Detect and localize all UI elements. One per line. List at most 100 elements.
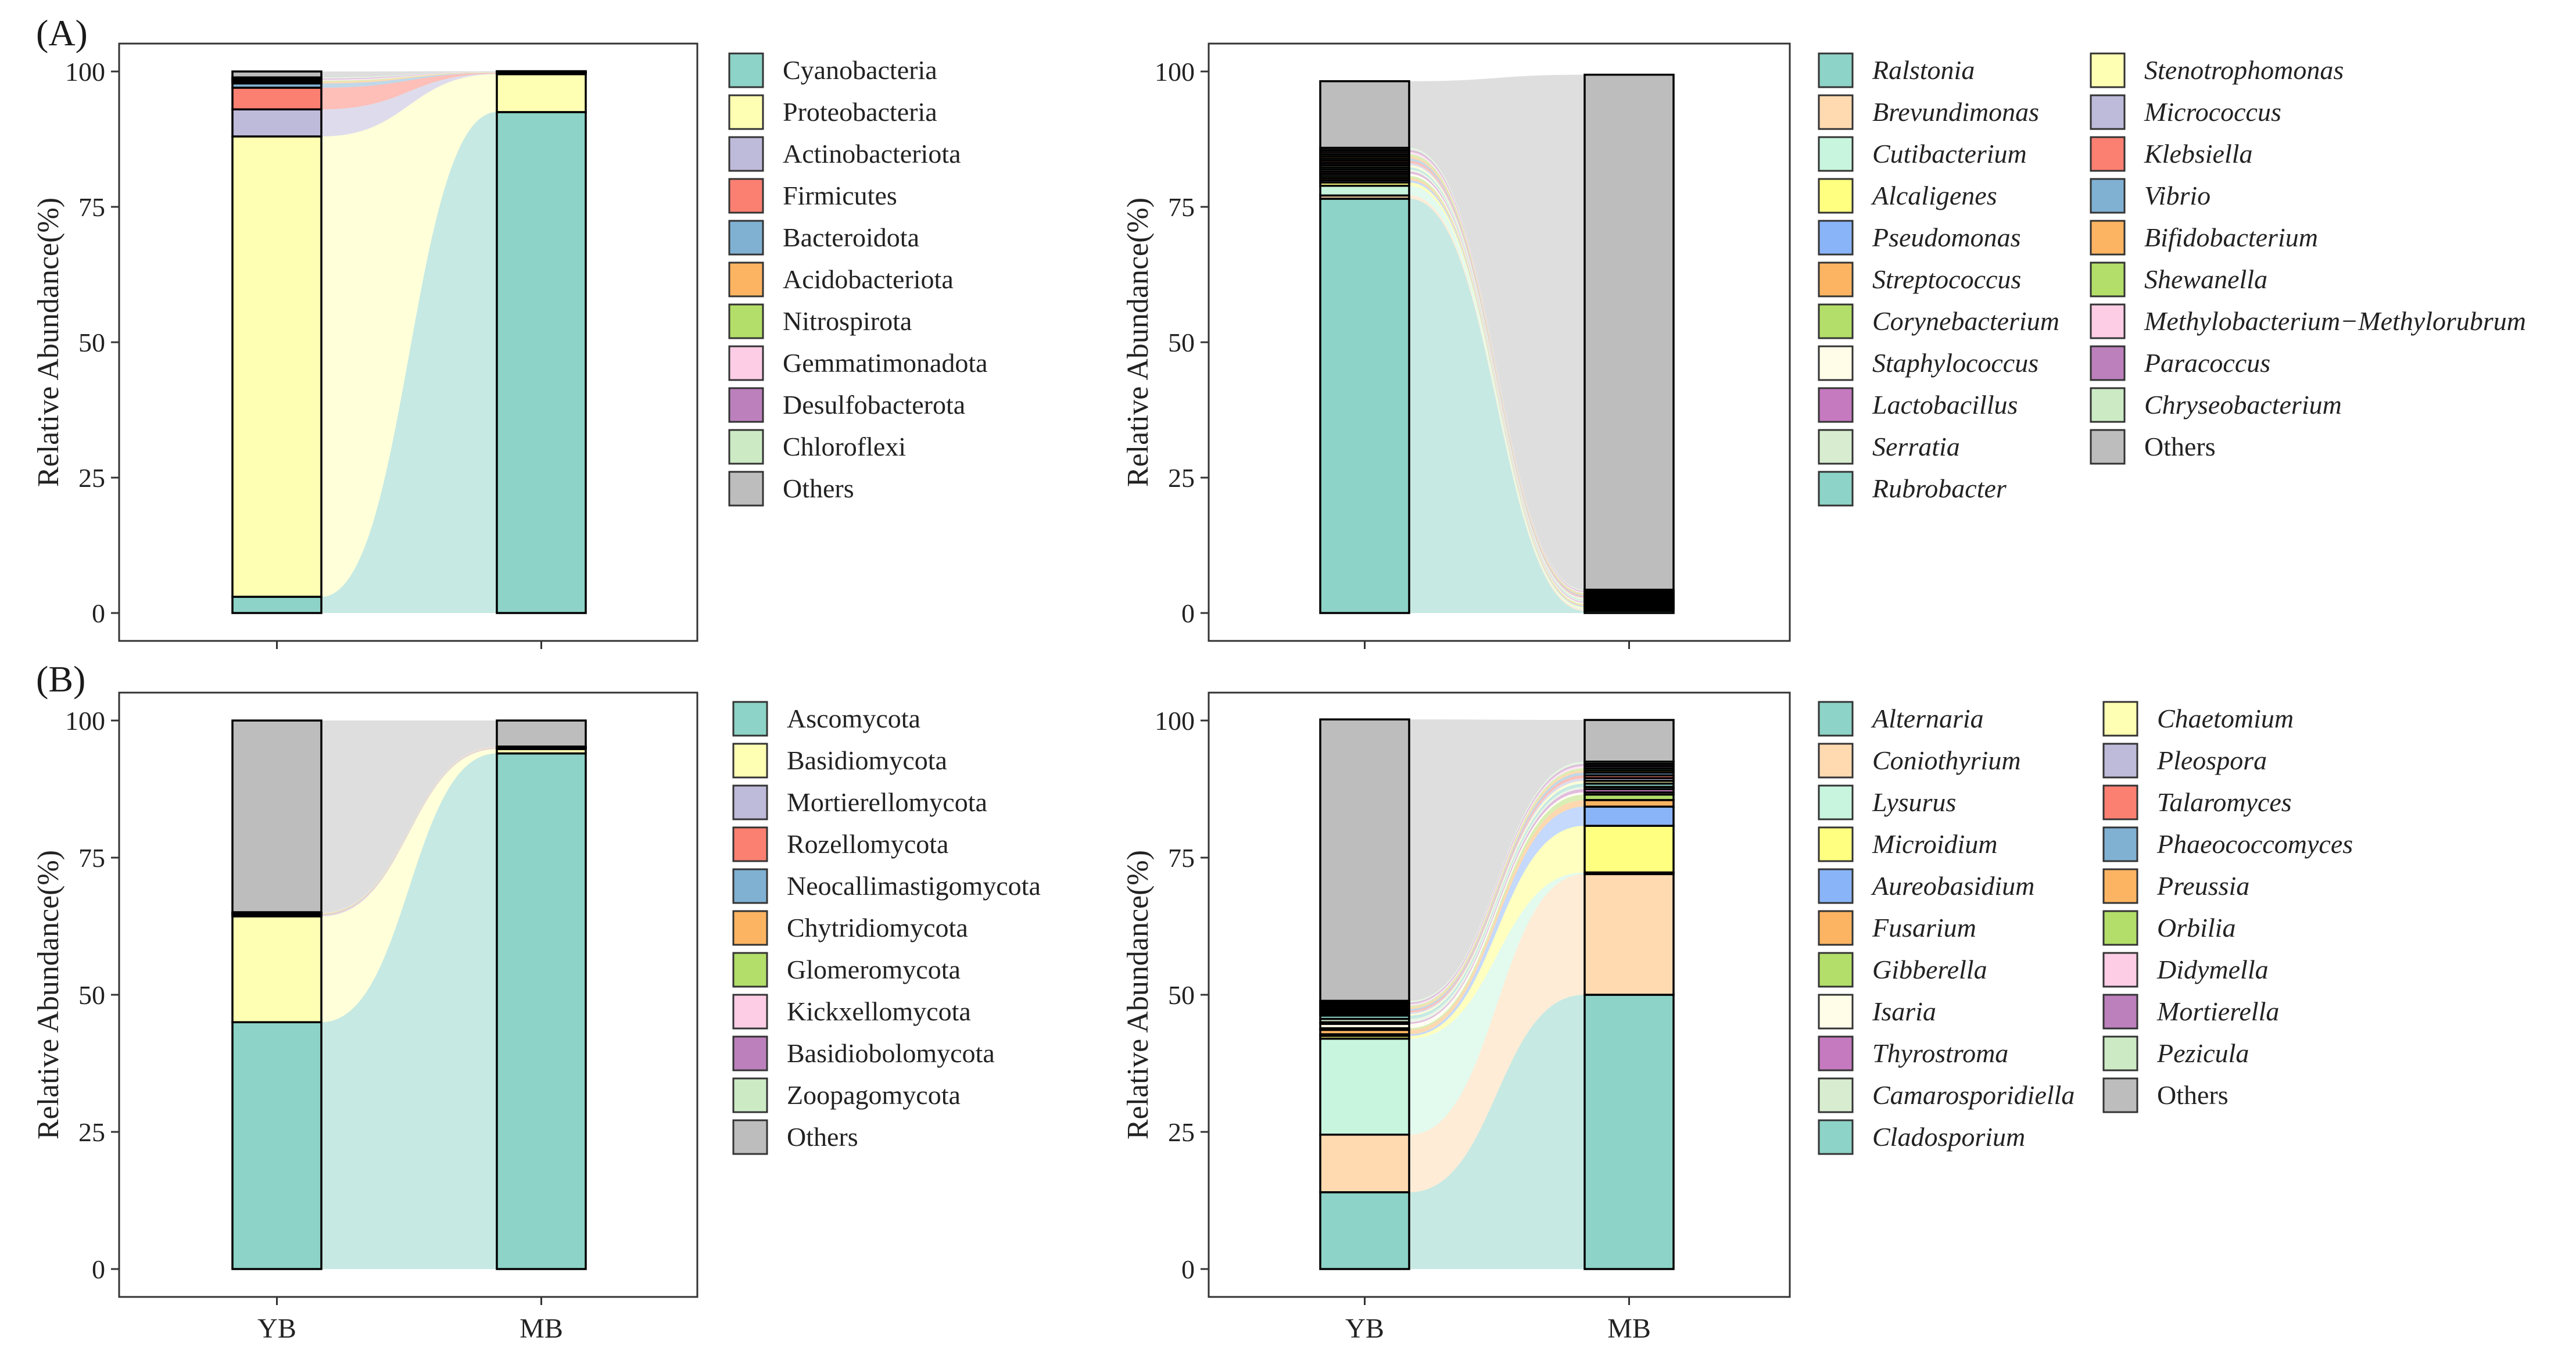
flow-shewanella <box>1409 154 1585 594</box>
legend-label: Basidiomycota <box>787 745 947 775</box>
bar-segment-yb-lysurus <box>1319 1037 1410 1136</box>
flow-lysurus <box>1409 872 1585 1135</box>
y-tick-label: 50 <box>1168 328 1195 357</box>
legend-key <box>1818 952 1854 988</box>
legend-key <box>1818 261 1854 298</box>
bar-segment-mb-proteobacteria <box>496 73 587 113</box>
legend-label: Corynebacterium <box>1872 306 2059 336</box>
flow-others <box>1409 719 1585 1001</box>
chart-panel: 0 25 50 75 100 Relative Abundance(%) Cyanobact… <box>32 42 988 649</box>
legend-key <box>2102 1077 2138 1113</box>
legend-label: Firmicutes <box>783 181 897 210</box>
legend-key <box>728 261 764 298</box>
legend-label: Bacteroidota <box>783 223 919 252</box>
flow-streptococcus <box>1409 178 1585 606</box>
legend-label: Alcaligenes <box>1871 181 1997 210</box>
legend-key <box>1818 1119 1854 1155</box>
flow-bacteroidota <box>321 73 497 88</box>
legend-key <box>1818 220 1854 256</box>
legend-label: Pezicula <box>2156 1038 2249 1068</box>
legend-key <box>728 220 764 256</box>
bar-segment-mb-alternaria <box>1583 994 1675 1270</box>
bar-segment-mb-others <box>1583 719 1675 763</box>
flow-klebsiella <box>1409 160 1585 597</box>
legend-label: Orbilia <box>2157 913 2235 942</box>
y-axis-title: Relative Abundance(%) <box>1122 850 1155 1139</box>
y-tick-label: 0 <box>92 598 105 628</box>
legend-label: Kickxellomycota <box>787 997 971 1026</box>
legend-key <box>732 910 768 946</box>
legend-label: Others <box>787 1122 858 1152</box>
legend-label: Others <box>783 474 854 503</box>
flow-phaeococcomyces <box>1409 772 1585 1011</box>
flow-stenotrophomonas <box>1409 165 1585 600</box>
y-tick-label: 75 <box>1168 843 1195 873</box>
y-tick-label: 50 <box>1168 980 1195 1010</box>
legend-label: Lactobacillus <box>1872 390 2018 420</box>
flow-aureobasidium <box>1409 807 1585 1036</box>
legend-key <box>2102 994 2138 1030</box>
legend-key <box>1818 701 1854 737</box>
legend-label: Others <box>2144 432 2216 461</box>
legend-key <box>728 52 764 88</box>
flow-rozellomycota <box>321 748 497 916</box>
flow-gibberella <box>1409 794 1585 1030</box>
legend-key <box>1818 94 1854 130</box>
legend-key <box>2090 303 2126 339</box>
flow-basidiobolomycota <box>321 747 497 913</box>
legend-label: Chaetomium <box>2157 704 2294 733</box>
legend-key <box>2102 868 2138 904</box>
legend-key <box>732 826 768 862</box>
legend-label: Mortierella <box>2156 997 2279 1026</box>
legend-key <box>1818 52 1854 88</box>
legend-label: Fusarium <box>1872 913 1976 942</box>
legend-key <box>1818 136 1854 172</box>
flow-ralstonia <box>1409 199 1585 613</box>
y-tick-label: 25 <box>1168 1117 1195 1147</box>
flow-coniothyrium <box>1409 874 1585 1192</box>
flow-mortierellomycota <box>321 748 497 917</box>
legend-label: Gibberella <box>1872 955 1987 984</box>
flow-pezicula <box>1409 761 1585 1003</box>
legend-label: Rubrobacter <box>1872 474 2007 503</box>
bar-segment-yb-others <box>231 719 323 913</box>
bar-segment-mb-others <box>1583 73 1675 591</box>
flow-fusarium <box>1409 800 1585 1034</box>
legend-label: Talaromyces <box>2157 787 2292 817</box>
legend-key <box>1818 743 1854 779</box>
legend-key <box>732 743 768 779</box>
legend-key <box>1818 429 1854 465</box>
flow-others <box>321 71 497 78</box>
flow-lactobacillus <box>1409 171 1585 603</box>
legend-label: Phaeococcomyces <box>2156 829 2353 859</box>
legend-label: Vibrio <box>2144 181 2210 210</box>
legend-label: Preussia <box>2156 871 2249 901</box>
flow-bifidobacterium <box>1409 156 1585 596</box>
x-tick-label: MB <box>520 1313 563 1344</box>
flow-microidium <box>1409 826 1585 1039</box>
legend-label: Klebsiella <box>2144 139 2253 169</box>
legend-label: Alternaria <box>1871 704 1984 733</box>
legend-key <box>2090 136 2126 172</box>
flow-cladosporium <box>1409 783 1585 1019</box>
flow-alcaligenes <box>1409 182 1585 608</box>
legend-key <box>2090 429 2126 465</box>
legend-key <box>732 701 768 737</box>
legend-label: Proteobacteria <box>783 97 937 127</box>
flow-didymella <box>1409 766 1585 1006</box>
flow-alternaria <box>1409 995 1585 1269</box>
legend-label: Nitrospirota <box>783 306 912 336</box>
legend-key <box>1818 345 1854 381</box>
flow-preussia <box>1409 770 1585 1009</box>
legend-label: Desulfobacterota <box>783 390 965 420</box>
legend-key <box>1818 471 1854 507</box>
legend-label: Cladosporium <box>1872 1122 2025 1152</box>
bar-segment-yb-ascomycota <box>231 1021 323 1270</box>
panel-label-a: (A) <box>36 12 88 53</box>
flow-staphylococcus <box>1409 174 1585 604</box>
bar-segment-yb-firmicutes <box>231 87 323 110</box>
legend-key <box>2090 178 2126 214</box>
legend-key <box>2102 701 2138 737</box>
legend-key <box>2102 826 2138 862</box>
bar-segment-yb-ralstonia <box>1319 198 1410 614</box>
